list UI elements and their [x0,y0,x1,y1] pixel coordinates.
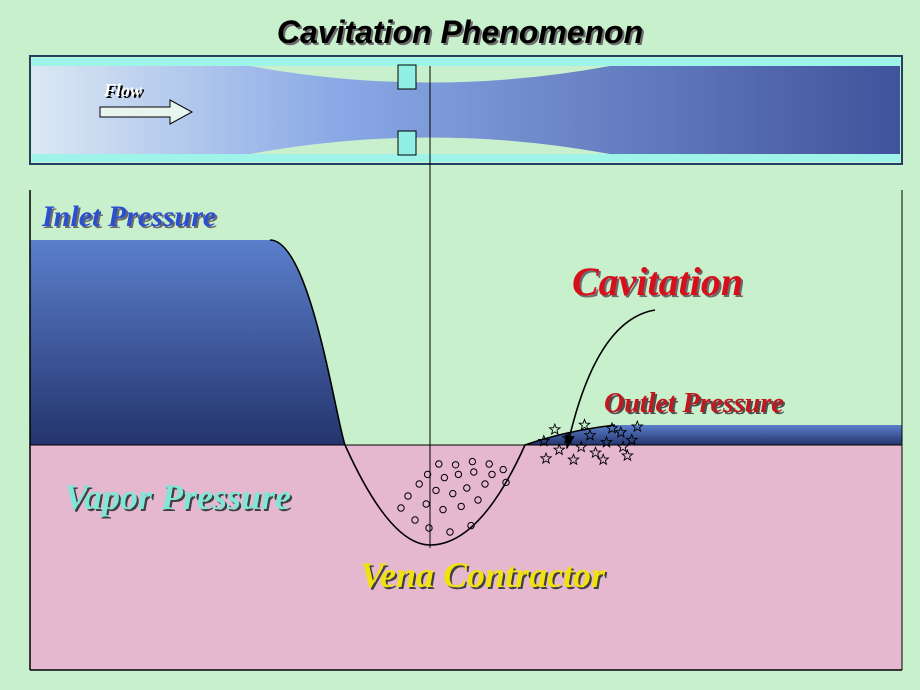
cavitation-label: Cavitation [572,258,743,305]
vapor-pressure-label: Vapor Pressure [64,476,291,518]
outlet-pressure-label: Outlet Pressure [604,388,784,420]
flow-label: Flow [104,80,142,101]
vena-contractor-label: Vena Contractor [360,554,605,596]
inlet-pressure-label: Inlet Pressure [42,200,216,234]
diagram-title: Cavitation Phenomenon [277,14,643,51]
